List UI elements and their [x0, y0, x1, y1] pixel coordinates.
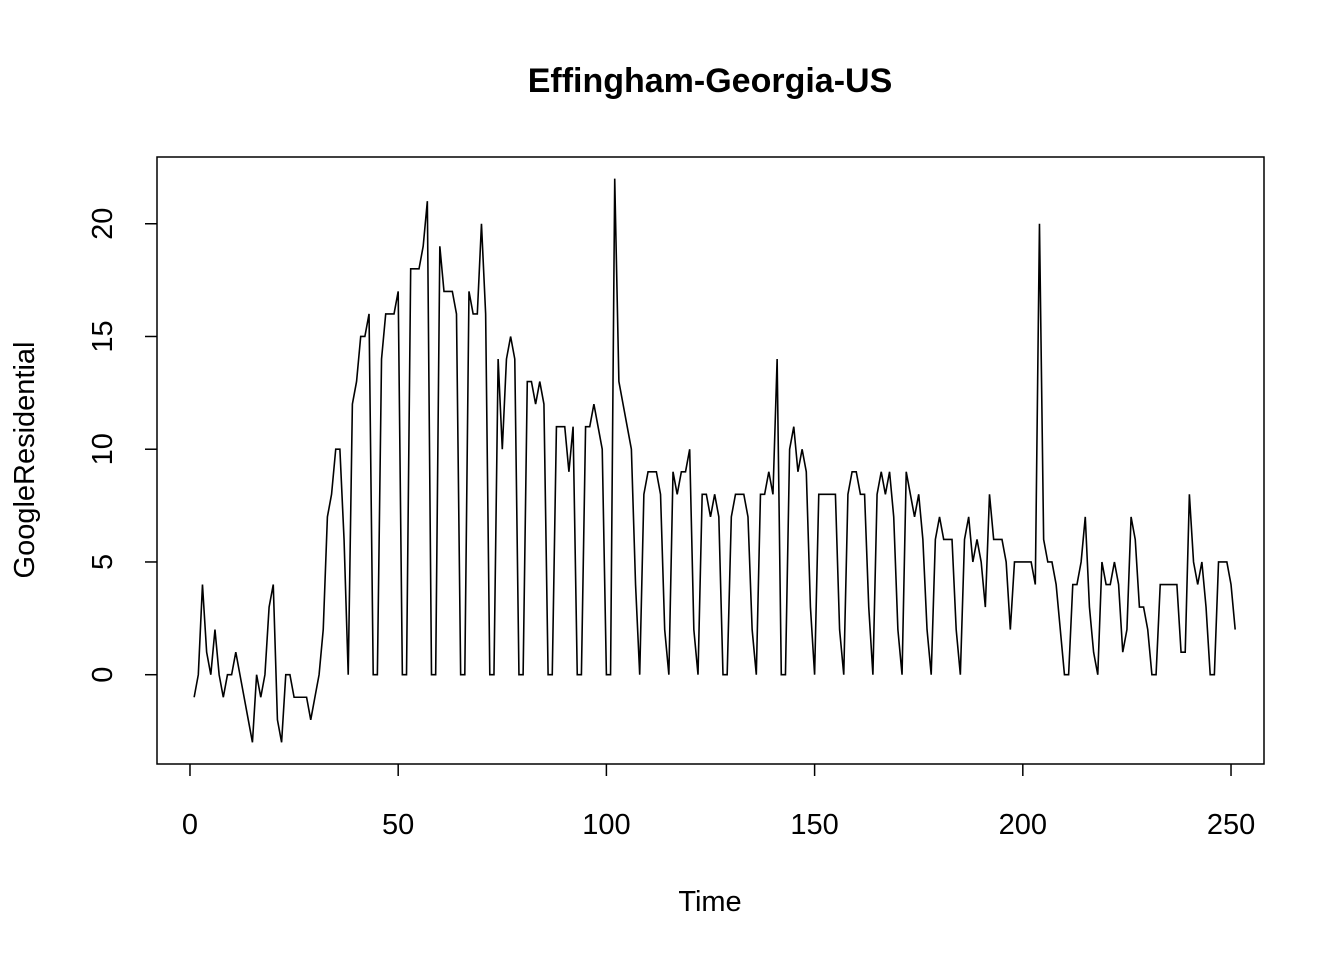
x-tick-label: 0	[182, 809, 198, 841]
x-tick-label: 200	[999, 809, 1047, 841]
y-tick-label: 0	[87, 667, 119, 683]
x-axis: 0 50 100 150 200 250	[182, 764, 1255, 841]
plot-area-border	[156, 156, 1265, 765]
series-line	[193, 178, 1236, 743]
x-tick-label: 150	[790, 809, 838, 841]
y-axis: 0 5 10 15 20	[87, 208, 157, 683]
x-axis-label: Time	[678, 886, 741, 918]
x-tick-label: 100	[582, 809, 630, 841]
x-tick-label: 250	[1207, 809, 1255, 841]
y-tick-label: 5	[87, 554, 119, 570]
y-tick-label: 20	[87, 208, 119, 240]
y-axis-label: GoogleResidential	[9, 342, 41, 579]
x-tick-label: 50	[382, 809, 414, 841]
y-tick-label: 10	[87, 433, 119, 465]
y-tick-label: 15	[87, 320, 119, 352]
series-layer	[193, 178, 1236, 743]
chart-title: Effingham-Georgia-US	[528, 62, 893, 100]
